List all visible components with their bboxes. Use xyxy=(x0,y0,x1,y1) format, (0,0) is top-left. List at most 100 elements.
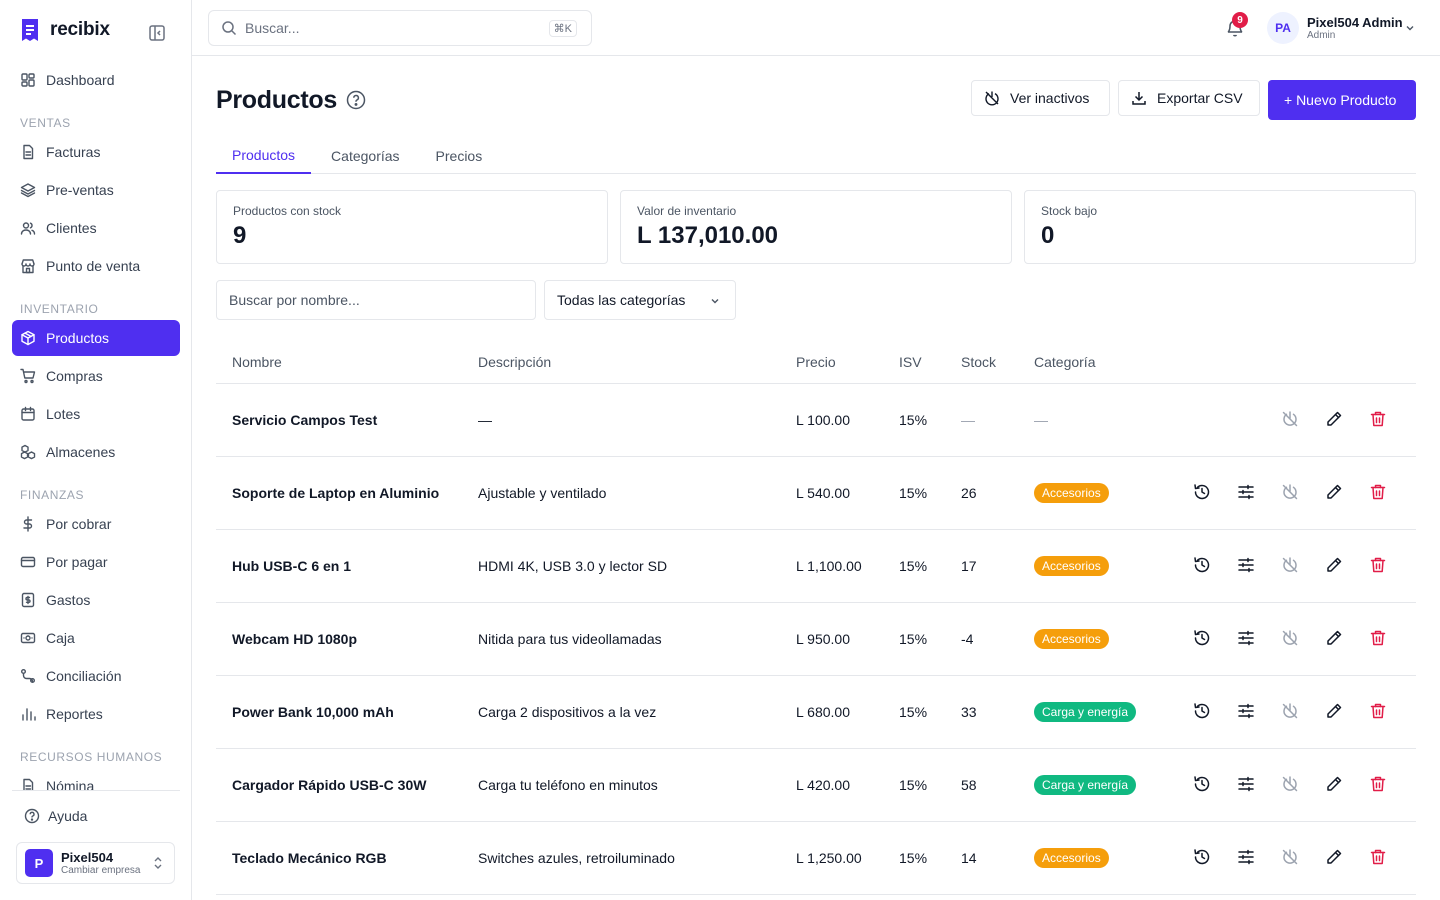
sidebar-item-almacenes[interactable]: Almacenes xyxy=(12,434,180,470)
history-button[interactable] xyxy=(1193,556,1211,574)
sidebar-item-por-pagar[interactable]: Por pagar xyxy=(12,544,180,580)
tab-categor-as[interactable]: Categorías xyxy=(331,148,400,164)
delete-button[interactable] xyxy=(1369,629,1387,647)
file-icon xyxy=(23,144,34,160)
sidebar-item-reportes[interactable]: Reportes xyxy=(12,696,180,732)
sidebar-item-gastos[interactable]: Gastos xyxy=(12,582,180,618)
delete-button[interactable] xyxy=(1369,556,1387,574)
sidebar-item-compras[interactable]: Compras xyxy=(12,358,180,394)
sidebar-item-productos[interactable]: Productos xyxy=(12,320,180,356)
deactivate-button[interactable] xyxy=(1281,848,1299,866)
header-name: Nombre xyxy=(232,353,282,370)
table-row[interactable]: Hub USB-C 6 en 1 HDMI 4K, USB 3.0 y lecto… xyxy=(216,530,1416,603)
delete-button[interactable] xyxy=(1369,410,1387,428)
sidebar-collapse-icon[interactable] xyxy=(148,24,166,42)
sidebar-item-caja[interactable]: Caja xyxy=(12,620,180,656)
sidebar-item-dashboard[interactable]: Dashboard xyxy=(12,62,180,98)
user-role: Admin xyxy=(1307,30,1336,41)
user-menu[interactable]: PA Pixel504 Admin Admin xyxy=(1267,12,1403,44)
tab-productos[interactable]: Productos xyxy=(216,138,312,174)
nav-section-label: VENTAS xyxy=(20,116,71,130)
delete-button[interactable] xyxy=(1369,702,1387,720)
row-actions xyxy=(1191,457,1391,530)
product-isv: 15% xyxy=(899,704,928,720)
history-button[interactable] xyxy=(1193,775,1211,793)
product-stock: 26 xyxy=(961,485,977,501)
receipt-logo-icon xyxy=(22,19,38,41)
table-row[interactable]: Power Bank 10,000 mAh Carga 2 dispositivo… xyxy=(216,676,1416,749)
delete-button[interactable] xyxy=(1369,775,1387,793)
edit-button[interactable] xyxy=(1325,848,1343,866)
sidebar-item-pre-ventas[interactable]: Pre-ventas xyxy=(12,172,180,208)
power-off-icon xyxy=(985,91,999,106)
sidebar-item-conciliaci-n[interactable]: Conciliación xyxy=(12,658,180,694)
product-price: L 1,100.00 xyxy=(796,558,862,574)
deactivate-button[interactable] xyxy=(1281,483,1299,501)
sidebar-item-n-mina[interactable]: Nómina xyxy=(12,768,180,790)
global-search[interactable]: ⌘K xyxy=(208,10,592,46)
edit-button[interactable] xyxy=(1325,410,1343,428)
header-description: Descripción xyxy=(478,353,552,370)
edit-button[interactable] xyxy=(1325,775,1343,793)
adjust-stock-button[interactable] xyxy=(1237,702,1255,720)
adjust-stock-button[interactable] xyxy=(1237,629,1255,647)
deactivate-button[interactable] xyxy=(1281,556,1299,574)
view-inactive-button[interactable]: Ver inactivos xyxy=(971,80,1110,116)
brand[interactable]: recibix xyxy=(20,18,110,42)
topbar: ⌘K 9 PA Pixel504 Admin Admin xyxy=(192,0,1440,56)
edit-button[interactable] xyxy=(1325,702,1343,720)
global-search-input[interactable] xyxy=(245,20,545,36)
stat-card: Valor de inventario L 137,010.00 xyxy=(620,190,1012,264)
adjust-stock-button[interactable] xyxy=(1237,775,1255,793)
product-search-input[interactable] xyxy=(216,280,536,320)
deactivate-button[interactable] xyxy=(1281,702,1299,720)
deactivate-button[interactable] xyxy=(1281,410,1299,428)
history-button[interactable] xyxy=(1193,702,1211,720)
trash-icon xyxy=(1370,484,1386,500)
product-stock: — xyxy=(961,412,975,428)
delete-button[interactable] xyxy=(1369,848,1387,866)
deactivate-button[interactable] xyxy=(1281,629,1299,647)
user-name: Pixel504 Admin xyxy=(1307,15,1403,30)
edit-button[interactable] xyxy=(1325,483,1343,501)
edit-button[interactable] xyxy=(1325,629,1343,647)
history-button[interactable] xyxy=(1193,848,1211,866)
sidebar-item-facturas[interactable]: Facturas xyxy=(12,134,180,170)
table-row[interactable]: Soporte de Laptop en Aluminio Ajustable y… xyxy=(216,457,1416,530)
sidebar-item-punto-de-venta[interactable]: Punto de venta xyxy=(12,248,180,284)
sidebar-item-lotes[interactable]: Lotes xyxy=(12,396,180,432)
product-isv: 15% xyxy=(899,777,928,793)
table-row[interactable]: Webcam HD 1080p Nitida para tus videollam… xyxy=(216,603,1416,676)
adjust-stock-button[interactable] xyxy=(1237,848,1255,866)
table-row[interactable]: Cargador Rápido USB-C 30W Carga tu teléfo… xyxy=(216,749,1416,822)
product-name: Soporte de Laptop en Aluminio xyxy=(232,485,440,501)
product-price: L 540.00 xyxy=(796,485,850,501)
adjust-stock-button[interactable] xyxy=(1237,556,1255,574)
stat-card: Productos con stock 9 xyxy=(216,190,608,264)
table-row[interactable]: Teclado Mecánico RGB Switches azules, ret… xyxy=(216,822,1416,895)
delete-button[interactable] xyxy=(1369,483,1387,501)
tab-precios[interactable]: Precios xyxy=(435,148,483,164)
edit-button[interactable] xyxy=(1325,556,1343,574)
adjust-stock-button[interactable] xyxy=(1237,483,1255,501)
sidebar-item-por-cobrar[interactable]: Por cobrar xyxy=(12,506,180,542)
company-switcher[interactable]: P Pixel504 Cambiar empresa xyxy=(16,842,175,884)
pencil-icon xyxy=(1327,776,1342,791)
history-button[interactable] xyxy=(1193,483,1211,501)
export-csv-button[interactable]: Exportar CSV xyxy=(1118,80,1260,116)
help-link[interactable]: Ayuda xyxy=(24,808,87,824)
help-circle-icon[interactable] xyxy=(346,90,366,110)
history-button[interactable] xyxy=(1193,629,1211,647)
trash-icon xyxy=(1370,411,1386,427)
main-content: Productos Ver inactivos Exportar CSV + N… xyxy=(216,56,1416,900)
sidebar-item-label: Caja xyxy=(46,630,75,646)
category-select[interactable]: Todas las categorías xyxy=(544,280,736,320)
deactivate-button[interactable] xyxy=(1281,775,1299,793)
chevron-down-icon[interactable] xyxy=(1404,22,1416,34)
table-row[interactable]: Servicio Campos Test — L 100.00 15% — — xyxy=(216,384,1416,457)
trash-icon xyxy=(1370,703,1386,719)
new-product-button[interactable]: + Nuevo Producto xyxy=(1268,80,1416,120)
sidebar-item-clientes[interactable]: Clientes xyxy=(12,210,180,246)
card-icon xyxy=(20,556,36,568)
category-badge: Carga y energía xyxy=(1034,775,1137,795)
